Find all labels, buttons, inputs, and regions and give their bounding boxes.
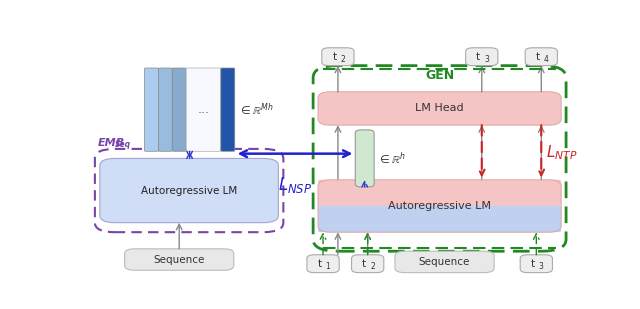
Text: Autoregressive LM: Autoregressive LM (141, 185, 237, 196)
FancyBboxPatch shape (525, 48, 557, 66)
Text: 3: 3 (539, 262, 543, 271)
Text: GEN: GEN (425, 69, 454, 82)
Text: 1: 1 (326, 262, 330, 271)
Text: LM Head: LM Head (415, 104, 464, 113)
FancyBboxPatch shape (466, 48, 498, 66)
FancyBboxPatch shape (395, 251, 494, 273)
Text: t: t (531, 259, 535, 269)
Text: ...: ... (198, 103, 209, 116)
FancyBboxPatch shape (100, 159, 278, 223)
Text: t: t (332, 52, 337, 62)
FancyBboxPatch shape (307, 255, 339, 273)
Text: 2: 2 (370, 262, 375, 271)
Text: t: t (476, 52, 480, 62)
FancyBboxPatch shape (186, 68, 221, 151)
FancyBboxPatch shape (158, 68, 172, 151)
FancyBboxPatch shape (318, 206, 561, 232)
FancyBboxPatch shape (355, 130, 374, 187)
FancyBboxPatch shape (322, 48, 354, 66)
Text: Sequence: Sequence (154, 255, 205, 265)
Text: t: t (536, 52, 540, 62)
FancyBboxPatch shape (145, 68, 158, 151)
FancyBboxPatch shape (351, 255, 384, 273)
FancyBboxPatch shape (318, 92, 561, 125)
Text: EMB: EMB (97, 138, 125, 148)
Text: t: t (362, 259, 366, 269)
FancyBboxPatch shape (172, 68, 186, 151)
Text: $L_{NTP}$: $L_{NTP}$ (547, 143, 578, 162)
Text: 3: 3 (484, 55, 489, 64)
Text: 2: 2 (340, 55, 345, 64)
FancyBboxPatch shape (221, 68, 235, 151)
FancyBboxPatch shape (520, 255, 552, 273)
Text: $L_{NSP}$: $L_{NSP}$ (278, 175, 312, 195)
Text: 4: 4 (544, 55, 548, 64)
Text: $\in \mathbb{R}^{h}$: $\in \mathbb{R}^{h}$ (377, 150, 406, 167)
Text: $\in \mathbb{R}^{Mh}$: $\in \mathbb{R}^{Mh}$ (237, 101, 273, 118)
Text: Autoregressive LM: Autoregressive LM (388, 201, 491, 211)
FancyBboxPatch shape (318, 180, 561, 206)
Text: t: t (317, 259, 321, 269)
FancyBboxPatch shape (125, 249, 234, 270)
Text: Sequence: Sequence (419, 257, 470, 267)
Text: Seq: Seq (115, 140, 131, 149)
